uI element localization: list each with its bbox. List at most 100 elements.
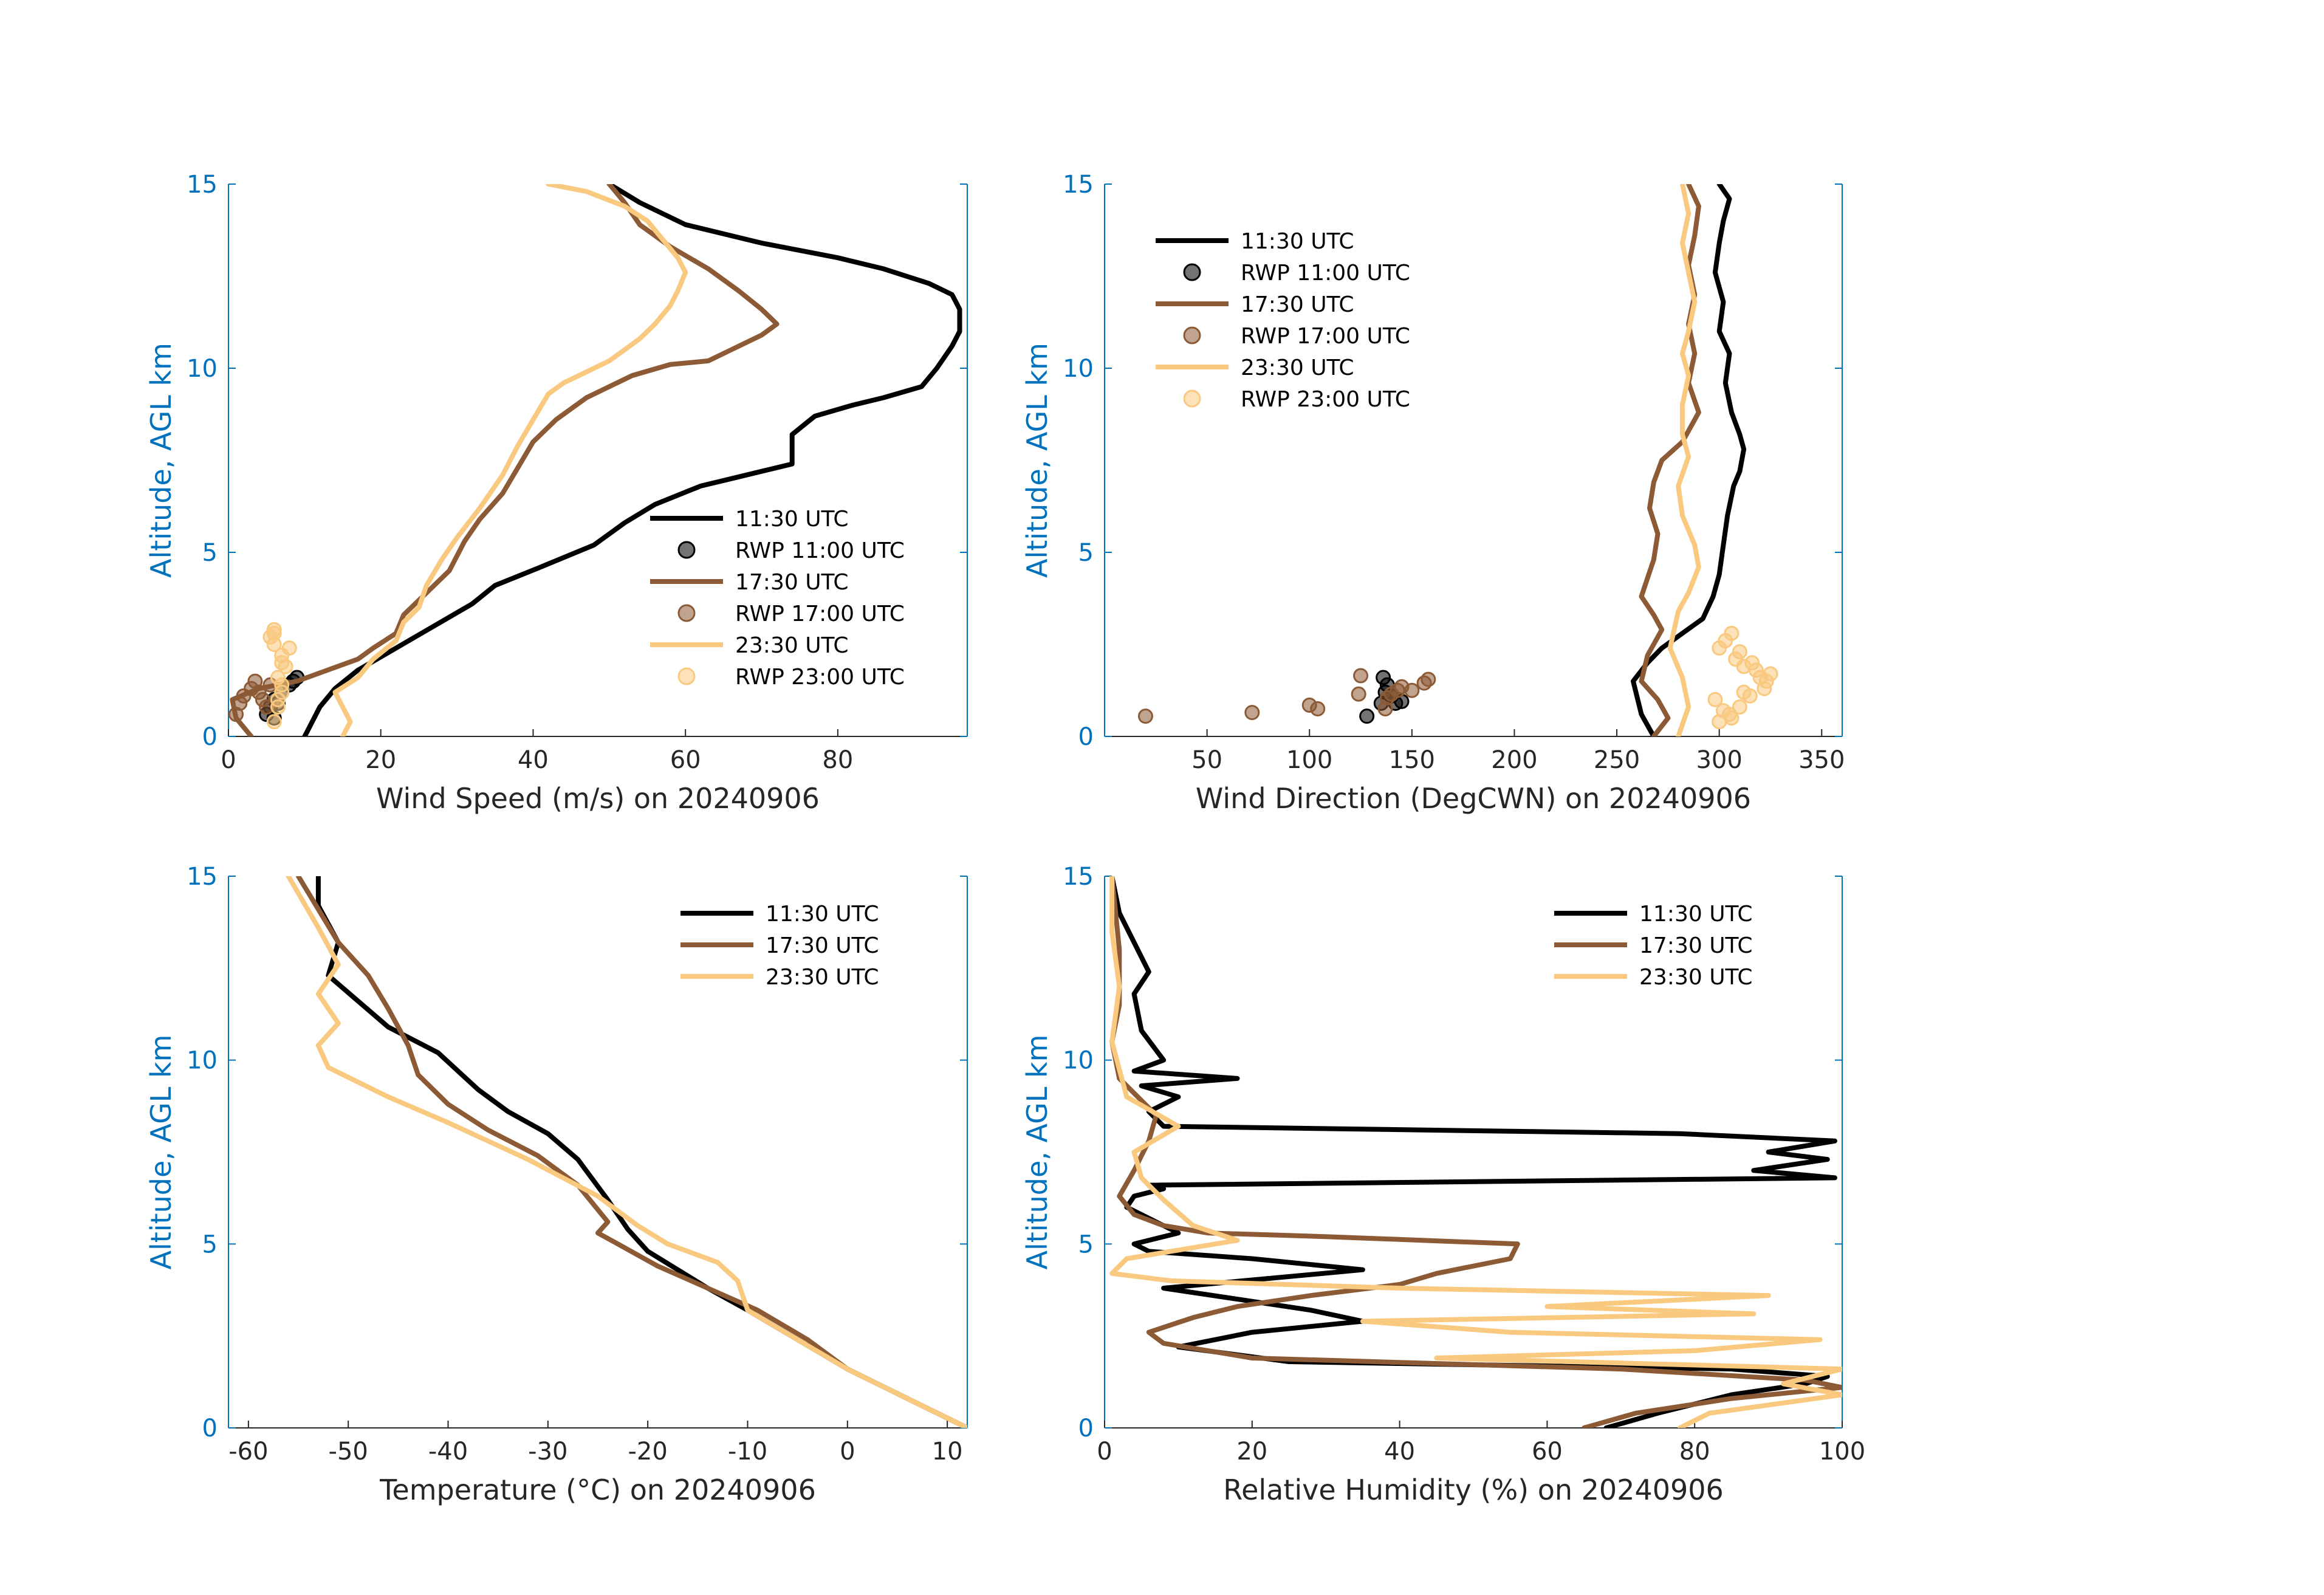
point-rwp-17-00-utc — [1353, 668, 1369, 684]
legend: 11:30 UTC RWP 11:00 UTC 17:30 UTC RWP 17:00… — [650, 507, 905, 690]
y-tick-label: 15 — [187, 863, 218, 891]
line-11-30-utc — [1109, 876, 1837, 1428]
y-tick-label: 0 — [202, 723, 218, 751]
point-rwp-23-00-utc — [266, 625, 282, 641]
line-17-30-utc — [1109, 876, 1842, 1428]
x-tick-label: 50 — [1191, 746, 1222, 774]
x-tick-label: 80 — [822, 746, 853, 774]
legend-marker — [1183, 389, 1201, 408]
y-tick-label: 10 — [187, 355, 218, 383]
point-rwp-11-00-utc — [1359, 708, 1375, 724]
point-rwp-23-00-utc — [266, 714, 282, 730]
y-tick-label: 15 — [187, 171, 218, 199]
legend-label: 23:30 UTC — [766, 965, 879, 990]
line-11-30-utc — [302, 184, 962, 736]
point-rwp-23-00-utc — [281, 640, 297, 656]
legend-label: 11:30 UTC — [766, 902, 879, 927]
legend-label: RWP 17:00 UTC — [735, 602, 905, 626]
point-rwp-17-00-utc — [1351, 686, 1366, 702]
legend-label: 17:30 UTC — [735, 570, 849, 595]
legend-label: 23:30 UTC — [735, 633, 849, 658]
point-rwp-23-00-utc — [1732, 644, 1747, 660]
y-axis-label: Altitude, AGL km — [1021, 343, 1054, 578]
point-rwp-17-00-utc — [1421, 671, 1436, 687]
legend-marker — [1183, 326, 1201, 345]
y-tick-label: 15 — [1063, 171, 1094, 199]
x-tick-label: -50 — [329, 1438, 368, 1466]
y-tick-label: 15 — [1063, 863, 1094, 891]
legend-label: 17:30 UTC — [766, 933, 879, 958]
point-rwp-11-00-utc — [1376, 670, 1391, 685]
legend-label: 17:30 UTC — [1241, 292, 1354, 317]
point-rwp-17-00-utc — [1310, 701, 1326, 717]
plot-area — [228, 184, 962, 736]
y-tick-label: 5 — [1078, 1230, 1094, 1258]
point-rwp-23-00-utc — [274, 655, 290, 671]
x-tick-label: -40 — [428, 1438, 468, 1466]
y-axis-label: Altitude, AGL km — [145, 343, 177, 578]
x-axis-label: Relative Humidity (%) on 20240906 — [1223, 1473, 1724, 1506]
line-23-30-utc — [286, 876, 967, 1428]
x-tick-label: 200 — [1491, 746, 1537, 774]
point-rwp-23-00-utc — [1724, 710, 1740, 726]
x-tick-label: 40 — [1384, 1438, 1415, 1466]
x-axis-label: Wind Speed (m/s) on 20240906 — [376, 782, 820, 815]
y-tick-label: 10 — [1063, 355, 1094, 383]
x-tick-label: 350 — [1798, 746, 1845, 774]
point-rwp-17-00-utc — [1404, 682, 1420, 698]
x-tick-label: -20 — [628, 1438, 667, 1466]
point-rwp-23-00-utc — [270, 691, 286, 707]
legend-label: RWP 17:00 UTC — [1241, 324, 1410, 349]
plot-area — [286, 876, 967, 1428]
legend-label: RWP 23:00 UTC — [735, 665, 905, 690]
x-tick-label: 60 — [1532, 1438, 1563, 1466]
x-tick-label: -10 — [728, 1438, 767, 1466]
point-rwp-23-00-utc — [1748, 662, 1764, 678]
legend-label: RWP 11:00 UTC — [1241, 261, 1410, 286]
legend-label: RWP 11:00 UTC — [735, 538, 905, 563]
x-tick-label: 20 — [1236, 1438, 1267, 1466]
legend: 11:30 UTC RWP 11:00 UTC 17:30 UTC RWP 17:00… — [1156, 229, 1410, 412]
line-17-30-utc — [230, 184, 780, 736]
legend: 11:30 UTC 17:30 UTC 23:30 UTC — [1554, 902, 1753, 990]
line-17-30-utc — [296, 876, 967, 1428]
y-tick-label: 0 — [202, 1415, 218, 1442]
y-tick-label: 5 — [202, 539, 218, 567]
plot-area — [1137, 184, 1778, 736]
chart-ws: 0 20 40 60 80 0 5 10 15 Wind Speed (m/s) on 20240… — [145, 171, 968, 815]
point-rwp-23-00-utc — [274, 677, 290, 693]
point-rwp-23-00-utc — [1736, 684, 1752, 700]
legend-label: 23:30 UTC — [1241, 355, 1354, 380]
x-tick-label: 250 — [1594, 746, 1640, 774]
x-tick-label: 60 — [670, 746, 701, 774]
y-axis-label: Altitude, AGL km — [145, 1034, 177, 1269]
plot-area — [1109, 876, 1842, 1428]
x-tick-label: 80 — [1679, 1438, 1710, 1466]
x-axis-label: Wind Direction (DegCWN) on 20240906 — [1196, 782, 1751, 815]
point-rwp-17-00-utc — [1390, 682, 1405, 698]
x-tick-label: 10 — [932, 1438, 963, 1466]
point-rwp-23-00-utc — [1732, 699, 1747, 715]
point-rwp-23-00-utc — [1758, 673, 1774, 689]
x-tick-label: 20 — [365, 746, 396, 774]
x-tick-label: 0 — [1097, 1438, 1112, 1466]
chart-wd: 50 100 150 200 250 300 350 0 5 10 15 Wind Direction… — [1021, 171, 1845, 815]
x-tick-label: 40 — [518, 746, 549, 774]
point-rwp-17-00-utc — [1137, 708, 1153, 724]
legend-label: RWP 23:00 UTC — [1241, 387, 1410, 412]
y-tick-label: 0 — [1078, 723, 1094, 751]
x-axis-label: Temperature (°C) on 20240906 — [379, 1473, 816, 1506]
point-rwp-17-00-utc — [1377, 701, 1393, 717]
line-23-30-utc — [332, 184, 688, 736]
legend-marker — [677, 667, 696, 685]
y-axis-label: Altitude, AGL km — [1021, 1034, 1054, 1269]
point-rwp-23-00-utc — [1724, 625, 1740, 641]
y-tick-label: 10 — [1063, 1047, 1094, 1075]
y-tick-label: 0 — [1078, 1415, 1094, 1442]
y-tick-label: 5 — [202, 1230, 218, 1258]
x-tick-label: 0 — [221, 746, 236, 774]
legend: 11:30 UTC 17:30 UTC 23:30 UTC — [680, 902, 879, 990]
line-23-30-utc — [1667, 184, 1701, 736]
x-tick-label: -60 — [228, 1438, 268, 1466]
